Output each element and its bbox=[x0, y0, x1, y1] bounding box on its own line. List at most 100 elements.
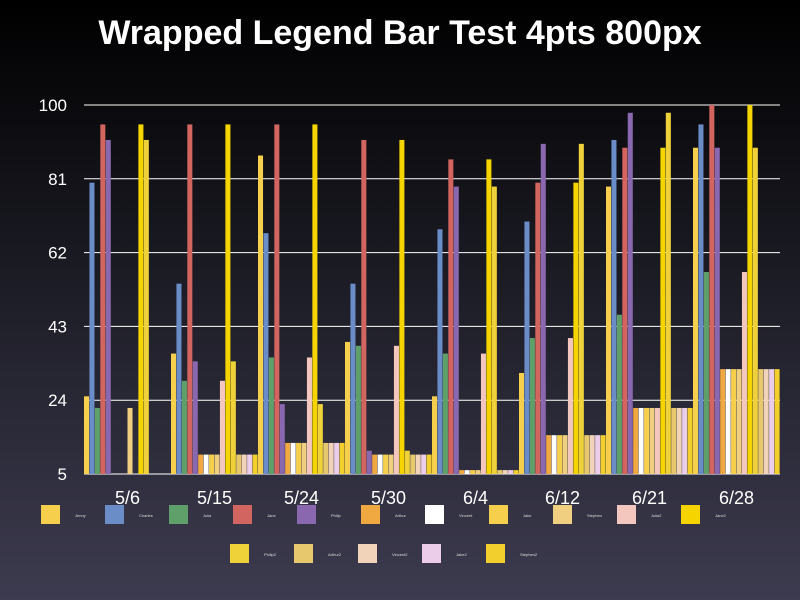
bar bbox=[502, 470, 508, 474]
bar bbox=[361, 139, 367, 475]
bar bbox=[513, 470, 519, 474]
legend-item: Jenny bbox=[41, 505, 86, 524]
bar bbox=[448, 159, 454, 474]
legend-item: Charles bbox=[105, 505, 153, 524]
legend-item: Philip bbox=[297, 505, 342, 524]
legend-label: Vincent bbox=[459, 513, 473, 518]
bar bbox=[480, 353, 486, 474]
y-tick-label: 43 bbox=[48, 317, 67, 336]
bar bbox=[415, 454, 421, 474]
bar bbox=[774, 369, 780, 474]
y-tick-label: 62 bbox=[48, 244, 67, 263]
legend-item: Vincent2 bbox=[358, 544, 408, 563]
legend-item: Stephen bbox=[553, 505, 602, 524]
bar bbox=[198, 454, 204, 474]
bar bbox=[89, 182, 95, 474]
bar bbox=[268, 357, 274, 474]
y-tick-label: 24 bbox=[48, 391, 67, 410]
bar bbox=[524, 221, 530, 474]
bar bbox=[736, 369, 742, 474]
bar bbox=[535, 182, 541, 474]
x-tick-label: 5/6 bbox=[115, 488, 140, 508]
bar bbox=[638, 407, 644, 474]
bar bbox=[426, 454, 432, 474]
bar bbox=[752, 147, 758, 474]
bar bbox=[606, 186, 612, 474]
bar bbox=[589, 435, 595, 474]
bar bbox=[567, 338, 573, 474]
bar bbox=[562, 435, 568, 474]
bar bbox=[611, 139, 617, 475]
bar bbox=[377, 454, 383, 474]
x-tick-label: 6/12 bbox=[545, 488, 580, 508]
bar bbox=[187, 124, 193, 474]
bar bbox=[383, 454, 389, 474]
y-axis-ticks: 5 24 43 62 81 100 bbox=[39, 96, 67, 484]
bar bbox=[747, 105, 753, 474]
bar bbox=[274, 124, 280, 474]
bar bbox=[741, 272, 747, 474]
bar bbox=[649, 407, 655, 474]
bar bbox=[698, 124, 704, 474]
legend-swatch bbox=[553, 505, 572, 524]
bar bbox=[312, 124, 318, 474]
bar bbox=[464, 470, 470, 474]
x-tick-label: 6/28 bbox=[719, 488, 754, 508]
legend-item: Vincent bbox=[425, 505, 473, 524]
chart-title: Wrapped Legend Bar Test 4pts 800px bbox=[98, 14, 702, 52]
legend-swatch bbox=[425, 505, 444, 524]
y-tick-label: 5 bbox=[58, 465, 67, 484]
bar bbox=[540, 143, 546, 474]
bar bbox=[393, 345, 399, 474]
bar bbox=[339, 442, 345, 474]
legend-label: Jane bbox=[267, 513, 276, 518]
bar bbox=[578, 143, 584, 474]
bar bbox=[551, 435, 557, 474]
bar bbox=[731, 369, 737, 474]
bar bbox=[100, 124, 106, 474]
bar bbox=[138, 124, 144, 474]
legend-item: Julia2 bbox=[617, 505, 662, 524]
legend-swatch bbox=[105, 505, 124, 524]
bar bbox=[317, 404, 323, 474]
bar bbox=[290, 442, 296, 474]
bars bbox=[84, 105, 780, 475]
legend-label: Arthur2 bbox=[328, 552, 342, 557]
bar bbox=[486, 159, 492, 474]
bar bbox=[687, 407, 693, 474]
bar bbox=[323, 442, 329, 474]
bar bbox=[769, 369, 775, 474]
bar bbox=[84, 396, 90, 474]
bar bbox=[334, 442, 340, 474]
bar bbox=[410, 454, 416, 474]
y-tick-label: 81 bbox=[48, 170, 67, 189]
bar bbox=[421, 454, 427, 474]
legend-label: Stephen2 bbox=[520, 552, 538, 557]
bar bbox=[328, 442, 334, 474]
x-axis-ticks: 5/6 5/15 5/24 5/30 6/4 6/12 6/21 6/28 bbox=[115, 488, 754, 508]
legend-label: Jenny bbox=[75, 513, 86, 518]
bar bbox=[181, 380, 187, 474]
legend-item: Arthur2 bbox=[294, 544, 342, 563]
bar bbox=[459, 470, 465, 474]
bar bbox=[546, 435, 552, 474]
bar bbox=[595, 435, 601, 474]
bar bbox=[404, 450, 410, 474]
bar bbox=[557, 435, 563, 474]
bar bbox=[241, 454, 247, 474]
bar bbox=[225, 124, 231, 474]
legend-swatch bbox=[422, 544, 441, 563]
bar bbox=[453, 186, 459, 474]
legend-swatch bbox=[294, 544, 313, 563]
legend-item: Jane2 bbox=[681, 505, 727, 524]
legend-label: Arthur bbox=[395, 513, 407, 518]
legend-label: Vincent2 bbox=[392, 552, 408, 557]
bar bbox=[519, 373, 525, 474]
legend-label: Jane2 bbox=[715, 513, 727, 518]
bar bbox=[306, 357, 312, 474]
bar bbox=[94, 407, 100, 474]
bar bbox=[296, 442, 302, 474]
bar bbox=[665, 112, 671, 474]
bar bbox=[709, 105, 715, 474]
